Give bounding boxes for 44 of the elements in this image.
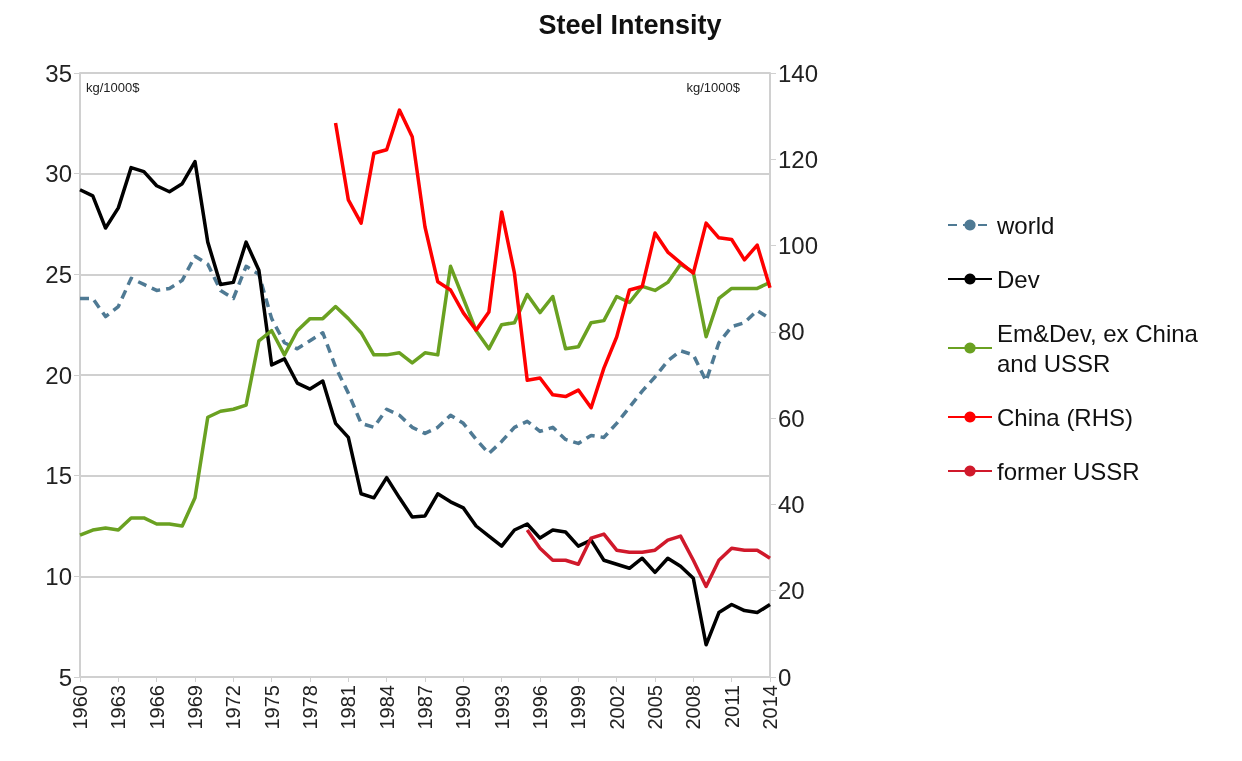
x-tick-label: 1981 (337, 685, 360, 730)
x-tick-label: 2014 (759, 685, 781, 730)
x-tick-label: 1969 (184, 685, 206, 730)
x-tick-label: 2002 (605, 685, 628, 730)
x-tick-label: 1978 (299, 685, 321, 730)
chart-title: Steel Intensity (538, 9, 722, 40)
annotation: kg/1000$ (86, 80, 141, 95)
y-tick-label: 5 (58, 663, 72, 691)
y2-tick-label: 140 (778, 59, 819, 87)
line-series (333, 108, 772, 410)
x-tick-label: 1966 (145, 685, 168, 730)
y2-tick-label: 40 (778, 490, 805, 518)
x-tick-label: 1960 (69, 685, 91, 730)
x-tick-label: 1975 (260, 685, 283, 730)
x-tick-label: 1990 (452, 685, 475, 730)
legend-label: Dev (997, 265, 1040, 293)
x-tick-label: 1984 (375, 685, 398, 730)
y-tick-label: 15 (45, 462, 72, 490)
y2-tick-label: 80 (778, 318, 805, 346)
x-tick-label: 1972 (222, 685, 245, 730)
x-tick-label: 2011 (720, 685, 743, 729)
x-tick-label: 1999 (567, 685, 590, 730)
y-tick-label: 20 (45, 361, 72, 389)
x-tick-label: 2005 (644, 685, 666, 730)
y-tick-label: 30 (45, 160, 72, 188)
legend-label: world (996, 211, 1055, 239)
y2-tick-label: 120 (778, 145, 819, 173)
x-tick-label: 1963 (107, 685, 130, 730)
legend-label: Em&Dev, ex China and USSR (997, 319, 1205, 377)
y2-tick-label: 100 (778, 232, 819, 260)
line-series (525, 528, 772, 589)
y2-tick-label: 60 (778, 404, 805, 432)
y2-tick-label: 20 (778, 577, 805, 605)
x-tick-label: 1993 (490, 685, 513, 730)
y-tick-label: 25 (45, 260, 72, 288)
y-tick-label: 10 (45, 562, 72, 590)
y-tick-label: 35 (45, 59, 72, 87)
y2-tick-label: 0 (778, 663, 792, 691)
annotation: kg/1000$ (686, 80, 741, 95)
x-tick-label: 1987 (414, 685, 436, 730)
legend-label: China (RHS) (997, 403, 1134, 431)
x-tick-label: 1996 (529, 685, 551, 730)
x-tick-label: 2008 (682, 685, 705, 730)
legend-label: former USSR (997, 457, 1140, 485)
